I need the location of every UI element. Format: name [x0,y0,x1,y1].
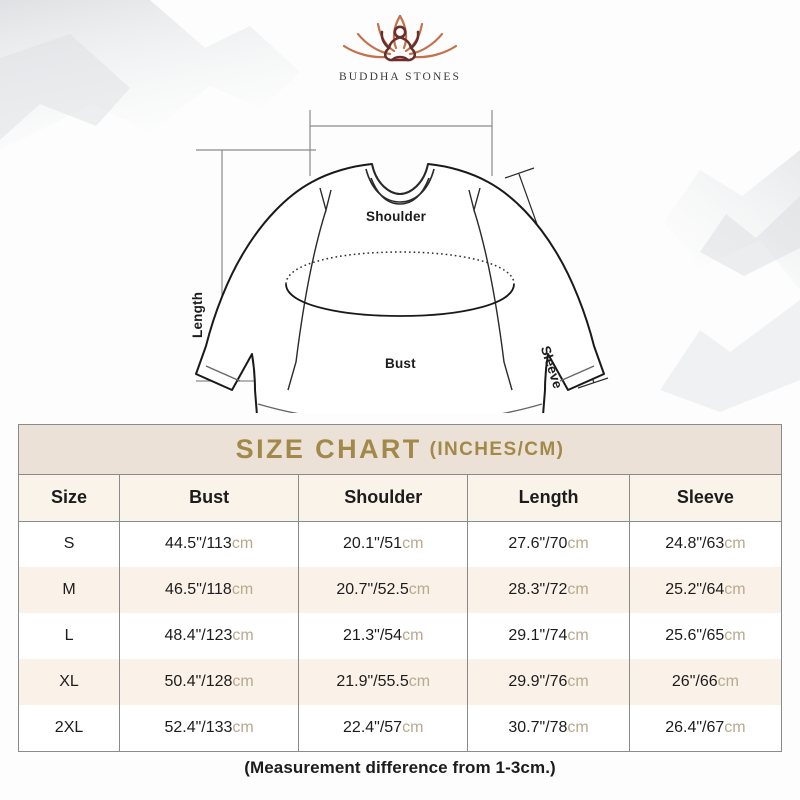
table-row: S 44.5"/113cm 20.1"/51cm 27.6"/70cm 24.8… [19,521,781,567]
cell-sleeve: 26"/66cm [629,659,781,705]
cell-length: 29.9"/76cm [467,659,630,705]
table-row: L 48.4"/123cm 21.3"/54cm 29.1"/74cm 25.6… [19,613,781,659]
brand-name: BUDDHA STONES [339,71,461,83]
lotus-meditation-icon [342,14,458,62]
cell-size: 2XL [19,705,121,751]
size-chart-title-band: SIZE CHART (INCHES/CM) [19,425,781,475]
cell-bust: 50.4"/128cm [119,659,300,705]
cell-size: L [19,613,121,659]
cell-sleeve: 26.4"/67cm [629,705,781,751]
side-seams [287,209,513,391]
size-table: Size Bust Shoulder Length Sleeve S 44.5"… [19,475,781,751]
column-header-sleeve: Sleeve [629,475,781,522]
shoulder-dimension-label: Shoulder [366,209,427,224]
cell-length: 30.7"/78cm [467,705,630,751]
cell-bust: 44.5"/113cm [119,521,300,567]
cell-length: 28.3"/72cm [467,567,630,613]
cell-sleeve: 25.6"/65cm [629,613,781,659]
cell-shoulder: 21.3"/54cm [298,613,469,659]
column-header-shoulder: Shoulder [298,475,469,522]
bust-dimension-label: Bust [385,356,416,371]
table-row: XL 50.4"/128cm 21.9"/55.5cm 29.9"/76cm 2… [19,659,781,705]
size-chart-table-container: SIZE CHART (INCHES/CM) Size Bust Shoulde… [18,424,782,752]
garment-diagram: Shoulder Length Bust Sleeve [0,98,800,449]
cell-shoulder: 20.7"/52.5cm [298,567,469,613]
column-header-bust: Bust [119,475,300,522]
column-header-length: Length [467,475,630,522]
measurement-note: (Measurement difference from 1-3cm.) [244,758,556,777]
column-header-size: Size [19,475,121,522]
cell-length: 27.6"/70cm [467,521,630,567]
bust-ellipse [285,251,515,317]
cell-bust: 46.5"/118cm [119,567,300,613]
cell-bust: 48.4"/123cm [119,613,300,659]
size-chart-title: SIZE CHART [235,434,422,464]
cell-shoulder: 21.9"/55.5cm [298,659,469,705]
brand-logo: BUDDHA STONES [0,8,800,83]
cell-size: M [19,567,121,613]
cell-sleeve: 24.8"/63cm [629,521,781,567]
cell-size: S [19,521,121,567]
collar-detail [365,163,435,205]
table-header-row: Size Bust Shoulder Length Sleeve [19,475,781,522]
length-dimension-label: Length [190,291,205,338]
cell-shoulder: 22.4"/57cm [298,705,469,751]
cell-sleeve: 25.2"/64cm [629,567,781,613]
table-row: 2XL 52.4"/133cm 22.4"/57cm 30.7"/78cm 26… [19,705,781,751]
cell-size: XL [19,659,121,705]
table-row: M 46.5"/118cm 20.7"/52.5cm 28.3"/72cm 25… [19,567,781,613]
cell-length: 29.1"/74cm [467,613,630,659]
cell-shoulder: 20.1"/51cm [298,521,469,567]
size-chart-units: (INCHES/CM) [429,438,565,460]
cell-bust: 52.4"/133cm [119,705,300,751]
cuff-bands [205,365,595,382]
